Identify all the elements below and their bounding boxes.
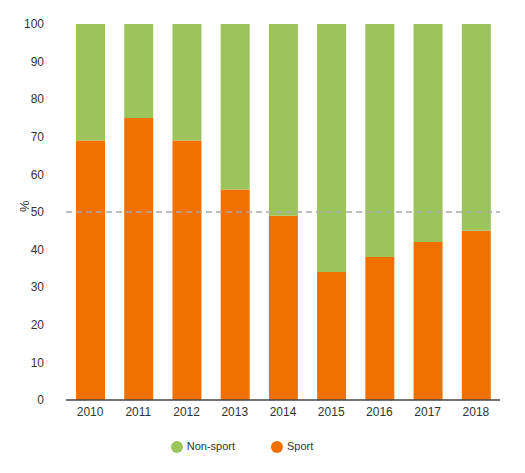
svg-text:2010: 2010 bbox=[77, 405, 104, 419]
svg-text:2011: 2011 bbox=[125, 405, 151, 419]
html-text:Non-sport: Non-sport bbox=[186, 439, 235, 452]
svg-text:2012: 2012 bbox=[173, 405, 200, 419]
svg-text:20: 20 bbox=[31, 318, 45, 332]
html-text:Sport: Sport bbox=[287, 439, 314, 452]
svg-text:80: 80 bbox=[31, 92, 45, 106]
svg-text:60: 60 bbox=[31, 168, 45, 182]
svg-text:2015: 2015 bbox=[318, 405, 345, 419]
svg-text:90: 90 bbox=[31, 55, 45, 69]
svg-text:30: 30 bbox=[31, 280, 45, 294]
svg-text:10: 10 bbox=[31, 356, 45, 370]
svg-text:2013: 2013 bbox=[221, 405, 248, 419]
svg-text:50: 50 bbox=[31, 205, 45, 219]
svg-text:0: 0 bbox=[37, 393, 44, 407]
svg-text:2016: 2016 bbox=[366, 405, 393, 419]
svg-text:2014: 2014 bbox=[270, 405, 297, 419]
svg-text:2018: 2018 bbox=[463, 405, 490, 419]
svg-text:70: 70 bbox=[31, 130, 45, 144]
svg-text:100: 100 bbox=[24, 17, 44, 31]
svg-text:2017: 2017 bbox=[414, 405, 441, 419]
svg-text:%: % bbox=[17, 200, 32, 212]
svg-text:40: 40 bbox=[31, 243, 45, 257]
